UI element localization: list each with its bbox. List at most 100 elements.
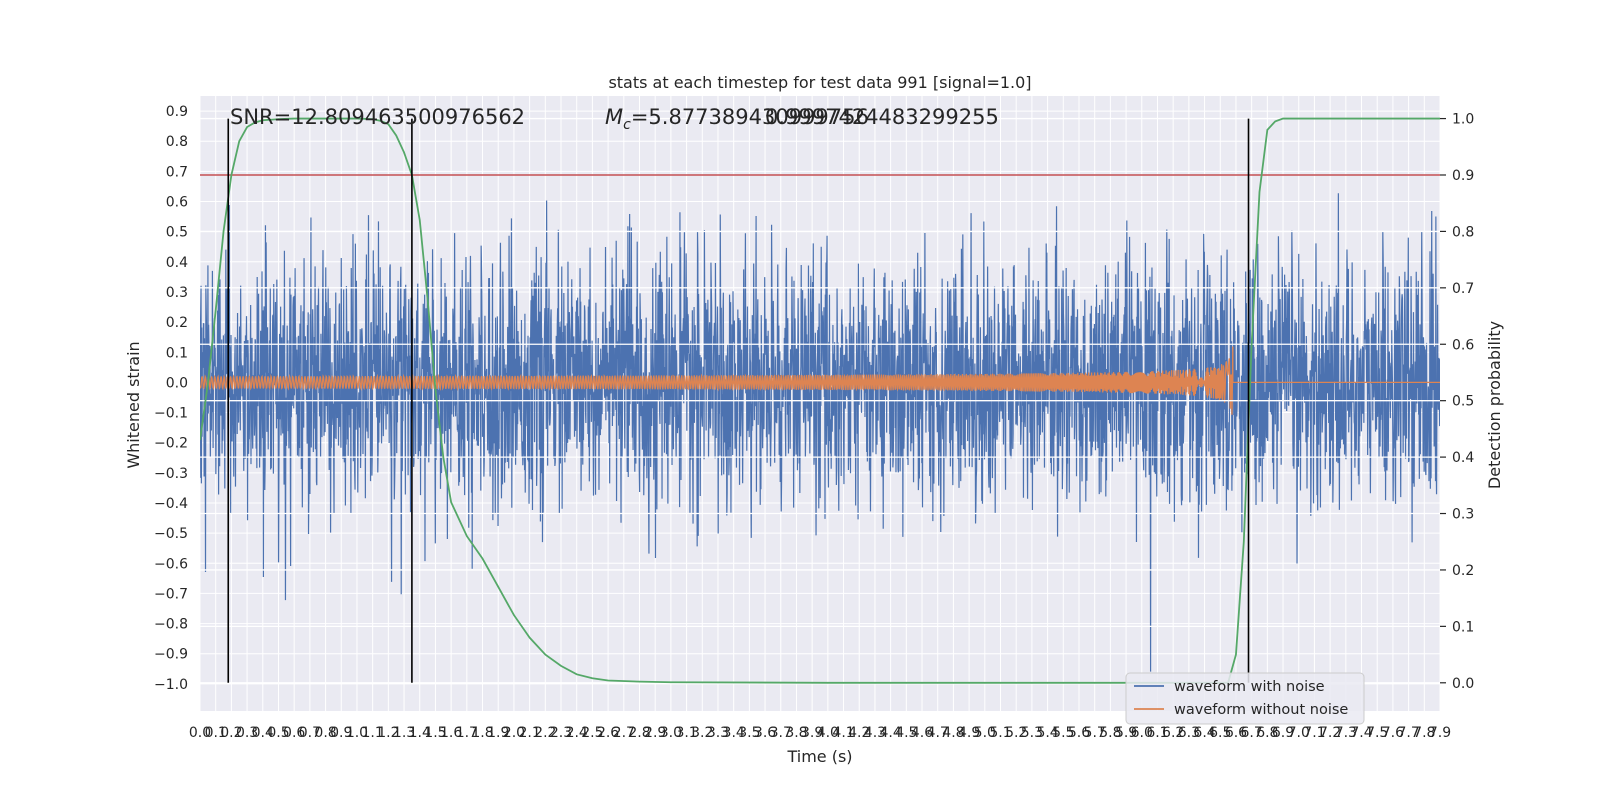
chirp-mass-subscript: c: [623, 117, 631, 133]
y-right-tick-label: 0.9: [1452, 168, 1474, 184]
y-left-tick-label: 0.9: [166, 104, 188, 120]
x-tick-label: 0.4: [252, 725, 274, 741]
snr-annotation: SNR=12.809463500976562: [230, 105, 525, 129]
y-right-tick-label: 0.1: [1452, 619, 1474, 635]
legend-label-waveform-without-noise: waveform without noise: [1174, 702, 1348, 718]
x-tick-label: 1.8: [471, 725, 493, 741]
y-right-tick-label: 0.7: [1452, 281, 1474, 297]
x-tick-label: 4.6: [911, 725, 933, 741]
x-tick-label: 2.2: [534, 725, 556, 741]
y-left-tick-label: −0.9: [154, 647, 188, 663]
x-tick-label: 6.2: [1162, 725, 1184, 741]
x-tick-label: 0.3: [236, 725, 258, 741]
x-axis-ticks: 0.00.10.20.30.40.50.60.70.80.91.01.11.21…: [189, 725, 1451, 741]
x-tick-label: 6.7: [1241, 725, 1263, 741]
chirp-mass-annotation: Mc=5.877389430999756: [605, 105, 869, 133]
y-right-tick-label: 0.4: [1452, 450, 1474, 466]
x-tick-label: 7.4: [1350, 725, 1372, 741]
y-right-tick-label: 0.5: [1452, 394, 1474, 410]
x-tick-label: 0.9: [330, 725, 352, 741]
vertical-markers: [227, 118, 1250, 683]
x-tick-label: 4.0: [817, 725, 839, 741]
x-tick-label: 1.1: [362, 725, 384, 741]
x-tick-label: 3.4: [723, 725, 745, 741]
x-tick-label: 2.9: [644, 725, 666, 741]
x-tick-label: 3.3: [707, 725, 729, 741]
y-left-tick-label: 0.4: [166, 255, 188, 271]
y-left-tick-label: −1.0: [154, 677, 188, 693]
x-tick-label: 5.4: [1036, 725, 1058, 741]
x-tick-label: 0.8: [314, 725, 336, 741]
y-left-tick-label: 0.6: [166, 195, 188, 211]
x-tick-label: 7.3: [1335, 725, 1357, 741]
x-tick-label: 6.3: [1178, 725, 1200, 741]
x-tick-label: 5.3: [1021, 725, 1043, 741]
x-tick-label: 6.8: [1256, 725, 1278, 741]
x-tick-label: 5.2: [1005, 725, 1027, 741]
x-tick-label: 4.9: [958, 725, 980, 741]
y-left-axis-ticks: 0.9 0.8 0.7 0.6 0.5 0.4 0.3 0.2 0.1 0.0 −0.1 −0.2 −0…: [154, 104, 188, 693]
x-tick-label: 6.0: [1131, 725, 1153, 741]
x-tick-label: 3.7: [770, 725, 792, 741]
x-tick-label: 5.1: [989, 725, 1011, 741]
x-tick-label: 3.9: [801, 725, 823, 741]
x-tick-label: 3.5: [738, 725, 760, 741]
x-tick-label: 0.5: [267, 725, 289, 741]
y-left-tick-label: −0.8: [154, 617, 188, 633]
x-tick-label: 7.2: [1319, 725, 1341, 741]
legend-label-waveform-with-noise: waveform with noise: [1174, 679, 1325, 695]
y-right-axis-label: Detection probability: [1485, 321, 1504, 489]
y-left-tick-label: −0.5: [154, 526, 188, 542]
x-tick-label: 6.1: [1146, 725, 1168, 741]
y-right-tick-label: 0.0: [1452, 676, 1474, 692]
x-tick-label: 4.5: [895, 725, 917, 741]
x-tick-label: 3.1: [675, 725, 697, 741]
chart-title: stats at each timestep for test data 991…: [608, 73, 1031, 92]
x-tick-label: 7.8: [1413, 725, 1435, 741]
x-tick-label: 4.4: [880, 725, 902, 741]
x-tick-label: 3.2: [691, 725, 713, 741]
x-tick-label: 6.4: [1193, 725, 1215, 741]
y-right-tick-label: 1.0: [1452, 112, 1474, 128]
x-tick-label: 1.4: [409, 725, 431, 741]
x-tick-label: 1.3: [393, 725, 415, 741]
x-tick-label: 6.9: [1272, 725, 1294, 741]
x-tick-label: 7.0: [1288, 725, 1310, 741]
x-tick-label: 5.5: [1052, 725, 1074, 741]
x-tick-label: 4.7: [927, 725, 949, 741]
x-tick-label: 4.3: [864, 725, 886, 741]
y-left-tick-label: −0.7: [154, 586, 188, 602]
x-tick-label: 1.5: [424, 725, 446, 741]
y-left-tick-label: −0.4: [154, 496, 188, 512]
x-tick-label: 1.0: [346, 725, 368, 741]
y-right-tick-label: 0.2: [1452, 563, 1474, 579]
x-tick-label: 2.5: [581, 725, 603, 741]
y-left-axis-label: Whitened strain: [124, 341, 143, 468]
y-right-axis-ticks: 1.0 0.9 0.8 0.7 0.6 0.5 0.4 0.3 0.2 0.1 0.0: [1440, 112, 1474, 692]
x-tick-label: 7.7: [1397, 725, 1419, 741]
x-tick-label: 7.1: [1303, 725, 1325, 741]
x-tick-label: 2.7: [613, 725, 635, 741]
x-tick-label: 0.1: [205, 725, 227, 741]
series-detection-probability: [200, 117, 1440, 684]
x-tick-label: 3.6: [754, 725, 776, 741]
x-tick-label: 5.6: [1068, 725, 1090, 741]
legend: waveform with noise waveform without noi…: [1125, 672, 1365, 725]
y-right-tick-label: 0.3: [1452, 507, 1474, 523]
x-tick-label: 1.2: [377, 725, 399, 741]
series-waveform-without-noise: [200, 346, 1440, 415]
x-tick-label: 4.1: [832, 725, 854, 741]
x-tick-label: 2.8: [628, 725, 650, 741]
x-tick-label: 2.1: [518, 725, 540, 741]
legend-box: [1125, 672, 1365, 725]
y-right-tick-label: 0.8: [1452, 224, 1474, 240]
x-tick-label: 1.6: [440, 725, 462, 741]
x-tick-label: 7.9: [1429, 725, 1451, 741]
x-tick-label: 7.5: [1366, 725, 1388, 741]
y-left-tick-label: −0.3: [154, 466, 188, 482]
overlap-annotation: 0.9997424483299255: [765, 105, 999, 129]
chirp-mass-value: =5.877389430999756: [631, 105, 869, 129]
x-tick-label: 4.8: [942, 725, 964, 741]
x-tick-label: 5.0: [974, 725, 996, 741]
